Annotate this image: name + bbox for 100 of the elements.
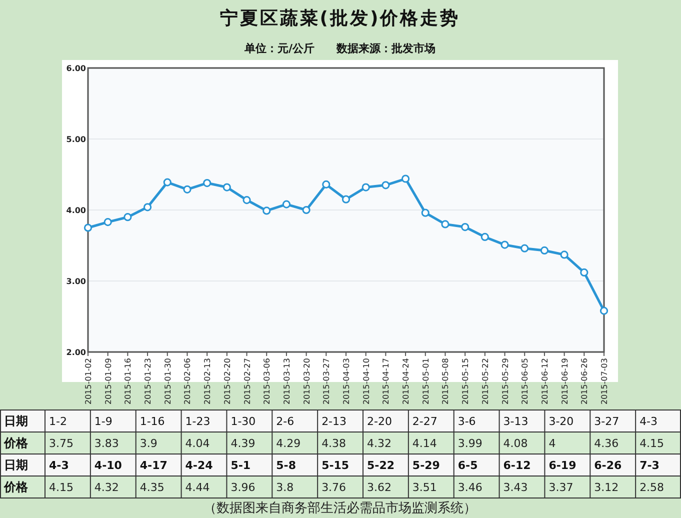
x-tick-label: 2015-03-27: [322, 358, 332, 404]
x-tick-label: 2015-06-19: [560, 358, 570, 404]
category-label: 1-23: [185, 415, 210, 428]
point: [143, 203, 152, 212]
x-tick-label: 2015-02-27: [242, 358, 252, 404]
point: [262, 206, 271, 215]
y-tick-label: 4.00: [66, 206, 86, 215]
point: [461, 222, 470, 232]
point: [183, 185, 192, 194]
point: [421, 208, 430, 217]
category-label: 2-13: [322, 415, 347, 428]
text: 价格: [3, 436, 29, 450]
category-label: 3-27: [594, 415, 620, 428]
x-tick-label: 2015-05-08: [441, 358, 450, 404]
category-label: 5-1: [230, 459, 251, 472]
category-label: 2-27: [412, 415, 438, 428]
x-tick-label: 2015-03-20: [302, 358, 312, 404]
text: （数据图来自商务部生活必需品市场监测系统）: [204, 501, 476, 516]
x-tick-label: 2015-02-06: [183, 358, 192, 404]
text: 4.08: [503, 437, 528, 450]
text: 日期: [4, 458, 28, 472]
point: [222, 183, 231, 192]
category-label: 5-29: [412, 459, 440, 472]
text: 4.44: [185, 481, 210, 494]
point: [560, 250, 568, 259]
x-tick-label: 2015-05-15: [461, 358, 470, 404]
category-label: 3-13: [503, 415, 528, 428]
text: 4.14: [412, 437, 437, 450]
category-label: 5-22: [367, 459, 395, 472]
x-tick-label: 2015-04-03: [342, 358, 351, 404]
point: [163, 178, 172, 186]
point: [124, 213, 132, 222]
category-label: 4-3: [49, 459, 69, 472]
x-tick-label: 2015-05-01: [421, 358, 430, 404]
y-tick-label: 2.00: [66, 348, 86, 357]
category-label: 6-26: [594, 459, 622, 472]
x-tick-label: 2015-03-13: [282, 358, 292, 404]
x-tick-label: 2015-07-03: [600, 358, 609, 404]
category-label: 6-12: [503, 459, 531, 472]
text: 3.99: [458, 437, 482, 450]
text: 3.76: [322, 481, 346, 494]
point: [401, 174, 410, 183]
x-tick-label: 2015-05-22: [480, 358, 490, 404]
point: [382, 181, 390, 190]
text: 3.46: [458, 481, 482, 494]
text: 4.29: [276, 437, 301, 450]
text: 价格: [4, 480, 28, 494]
text: 3.12: [594, 481, 619, 494]
text: 日期: [4, 414, 28, 428]
point: [203, 178, 212, 188]
text: 3.83: [94, 437, 119, 450]
category-label: 1-9: [94, 415, 112, 428]
x-tick-label: 2015-03-06: [262, 358, 272, 404]
text: 3.43: [503, 481, 528, 494]
y-tick-label: 6.00: [66, 64, 86, 73]
point: [580, 268, 588, 277]
x-tick-label: 2015-05-29: [500, 358, 510, 404]
point: [362, 183, 370, 192]
point: [342, 195, 350, 204]
x-tick-label: 2015-01-23: [144, 358, 153, 404]
text: 4: [548, 437, 556, 450]
text: 3.96: [230, 481, 256, 494]
x-tick-label: 2015-01-02: [84, 358, 93, 404]
point: [104, 218, 112, 226]
text: 4.15: [49, 481, 74, 494]
text: 4.35: [140, 481, 164, 494]
x-tick-label: 2015-02-20: [222, 358, 232, 404]
text: 4.39: [230, 437, 256, 450]
text: 4.04: [185, 437, 210, 450]
text: 3.8: [276, 481, 294, 494]
point: [242, 196, 251, 204]
category-label: 4-24: [185, 459, 214, 472]
y-tick-label: 5.00: [66, 135, 86, 144]
x-tick-label: 2015-06-05: [520, 358, 530, 404]
point: [480, 232, 489, 242]
text: 2.58: [640, 481, 664, 494]
point: [84, 224, 92, 232]
category-label: 4-17: [140, 459, 168, 472]
text: 4.32: [367, 437, 392, 450]
x-tick-label: 2015-04-24: [402, 358, 411, 404]
point: [520, 244, 529, 252]
category-label: 5-15: [322, 459, 350, 472]
category-label: 3-6: [458, 415, 476, 428]
category-label: 1-30: [230, 415, 256, 428]
x-tick-label: 2015-04-17: [382, 358, 391, 404]
category-label: 3-20: [548, 415, 574, 428]
category-label: 7-3: [640, 459, 660, 472]
x-tick-label: 2015-01-30: [163, 358, 172, 404]
text: 4.38: [322, 437, 346, 450]
category-label: 4-3: [640, 415, 658, 428]
text: 3.9: [140, 437, 158, 450]
point: [540, 246, 549, 255]
text: 3.75: [49, 437, 74, 450]
x-tick-label: 2015-06-26: [580, 358, 590, 404]
x-tick-label: 2015-04-10: [362, 358, 371, 404]
point: [282, 200, 291, 208]
chart-title: 宁夏区蔬菜(批发)价格走势: [220, 8, 460, 29]
x-tick-label: 2015-02-13: [203, 358, 212, 404]
text: 3.37: [548, 481, 574, 494]
text: 4.32: [94, 481, 119, 494]
